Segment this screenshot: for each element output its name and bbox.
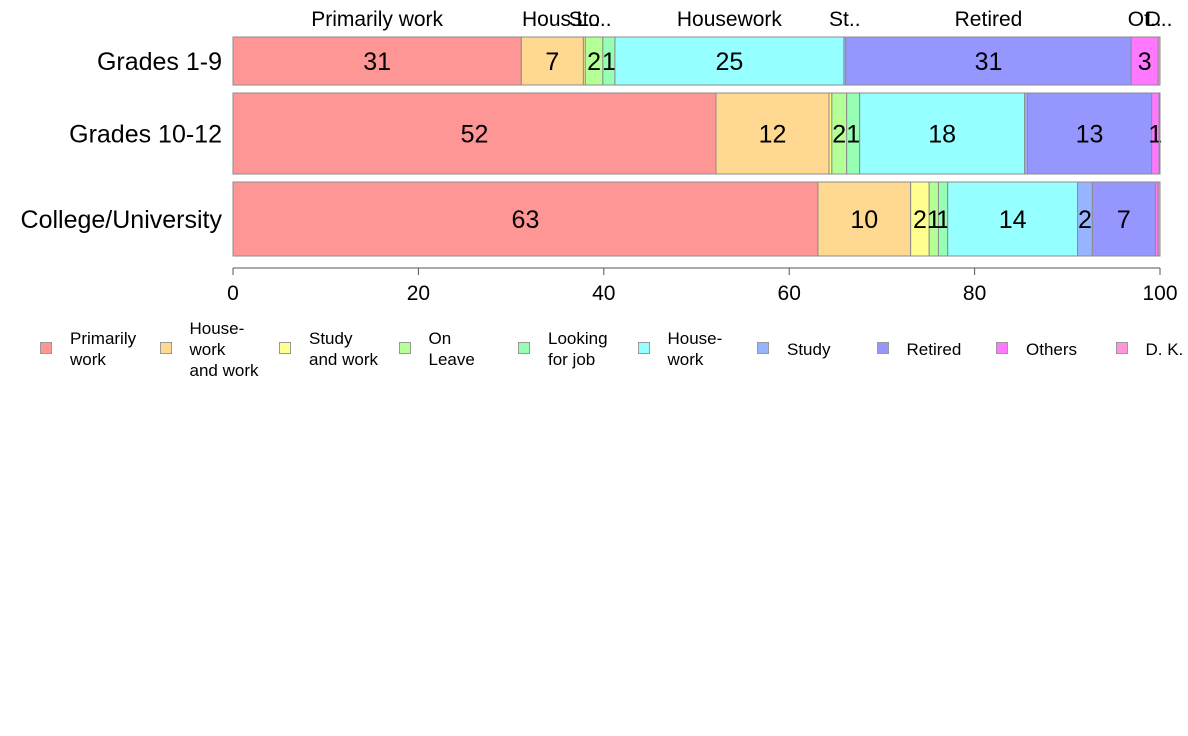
data-label: 2: [587, 48, 601, 76]
data-label: 1: [602, 48, 616, 76]
category-label: Grades 10-12: [69, 121, 222, 149]
x-tick-label: 20: [407, 282, 430, 305]
data-label: 63: [512, 206, 540, 234]
bar-segment: [859, 92, 1026, 175]
bar-segment: [1157, 36, 1161, 86]
category-label: College/University: [21, 206, 223, 234]
chart-legend: Primarily work House- work and work Study …: [0, 318, 1188, 388]
data-label: 2: [832, 121, 846, 149]
x-tick-label: 0: [227, 282, 239, 305]
legend-swatch: [876, 342, 889, 354]
data-label: 1: [936, 206, 950, 234]
legend-item: On Leave: [398, 318, 475, 370]
data-label: 52: [461, 121, 489, 149]
bar-segment: [1157, 181, 1161, 257]
bar-segment: [947, 181, 1078, 257]
data-label: 31: [363, 48, 391, 76]
legend-label: Primarily work: [70, 329, 137, 369]
bar-segment: [817, 181, 912, 257]
legend-swatch: [637, 342, 650, 354]
data-label: 1: [846, 121, 860, 149]
legend-swatch: [40, 342, 52, 354]
legend-swatch: [996, 342, 1008, 354]
legend-item: Looking for job: [518, 318, 608, 370]
legend-label: D. K.: [1145, 340, 1184, 359]
legend-label: House- work and work: [189, 319, 259, 380]
legend-item: Primarily work: [40, 318, 136, 370]
legend-item: D. K.: [1115, 318, 1184, 360]
x-tick-label: 80: [963, 282, 986, 305]
x-tick-label: 40: [592, 282, 615, 305]
series-top-label: Primarily work: [311, 8, 443, 31]
bar-segment: [1091, 181, 1156, 257]
legend-item: Others: [996, 318, 1077, 360]
bar-segment: [845, 36, 1132, 86]
data-label: 2: [913, 206, 927, 234]
legend-item: Study and work: [279, 318, 378, 370]
bar-segment: [614, 36, 845, 86]
legend-item: Retired: [876, 318, 962, 360]
bar-segment: [1158, 92, 1161, 175]
legend-swatch: [279, 342, 291, 354]
data-label: 2: [1078, 206, 1092, 234]
legend-label: Study and work: [309, 329, 378, 369]
data-label: 3: [1138, 48, 1152, 76]
legend-label: Study: [787, 340, 831, 359]
x-tick-label: 60: [778, 282, 801, 305]
bar-segment: [232, 92, 717, 175]
data-label: 13: [1076, 121, 1104, 149]
bar-segment: [1026, 92, 1153, 175]
series-top-label: St..: [569, 8, 601, 31]
data-label: 10: [850, 206, 878, 234]
legend-label: Looking for job: [548, 329, 608, 369]
legend-swatch: [159, 342, 172, 354]
series-top-label: St..: [829, 8, 861, 31]
series-top-label: Hous..: [522, 8, 583, 31]
legend-item: House- work and work: [159, 318, 259, 381]
series-top-label: Housework: [677, 8, 783, 31]
data-label: 31: [975, 48, 1003, 76]
data-label: 7: [545, 48, 559, 76]
data-label: 25: [716, 48, 744, 76]
legend-swatch: [1115, 342, 1128, 354]
legend-swatch: [518, 342, 530, 354]
x-tick-label: 100: [1142, 282, 1177, 305]
data-label: 7: [1117, 206, 1131, 234]
series-top-label: D..: [1146, 8, 1173, 31]
legend-swatch: [398, 342, 411, 354]
category-label: Grades 1-9: [97, 48, 222, 76]
bar-segment: [232, 181, 819, 257]
series-top-label: Lo..: [577, 8, 612, 31]
data-label: 14: [999, 206, 1027, 234]
legend-label: Retired: [906, 340, 962, 359]
data-label: 1: [927, 206, 941, 234]
legend-label: Others: [1026, 340, 1078, 359]
series-top-label: Ot..: [1128, 8, 1162, 31]
bar-segment: [232, 36, 522, 86]
legend-item: Study: [757, 318, 830, 360]
bar-segment: [520, 36, 584, 86]
legend-item: House- work: [637, 318, 723, 370]
legend-label: House- work: [667, 329, 723, 369]
legend-swatch: [757, 342, 769, 354]
series-top-label: Retired: [955, 8, 1023, 31]
legend-label: On Leave: [428, 329, 475, 369]
data-label: 18: [928, 121, 956, 149]
data-label: 12: [759, 121, 787, 149]
